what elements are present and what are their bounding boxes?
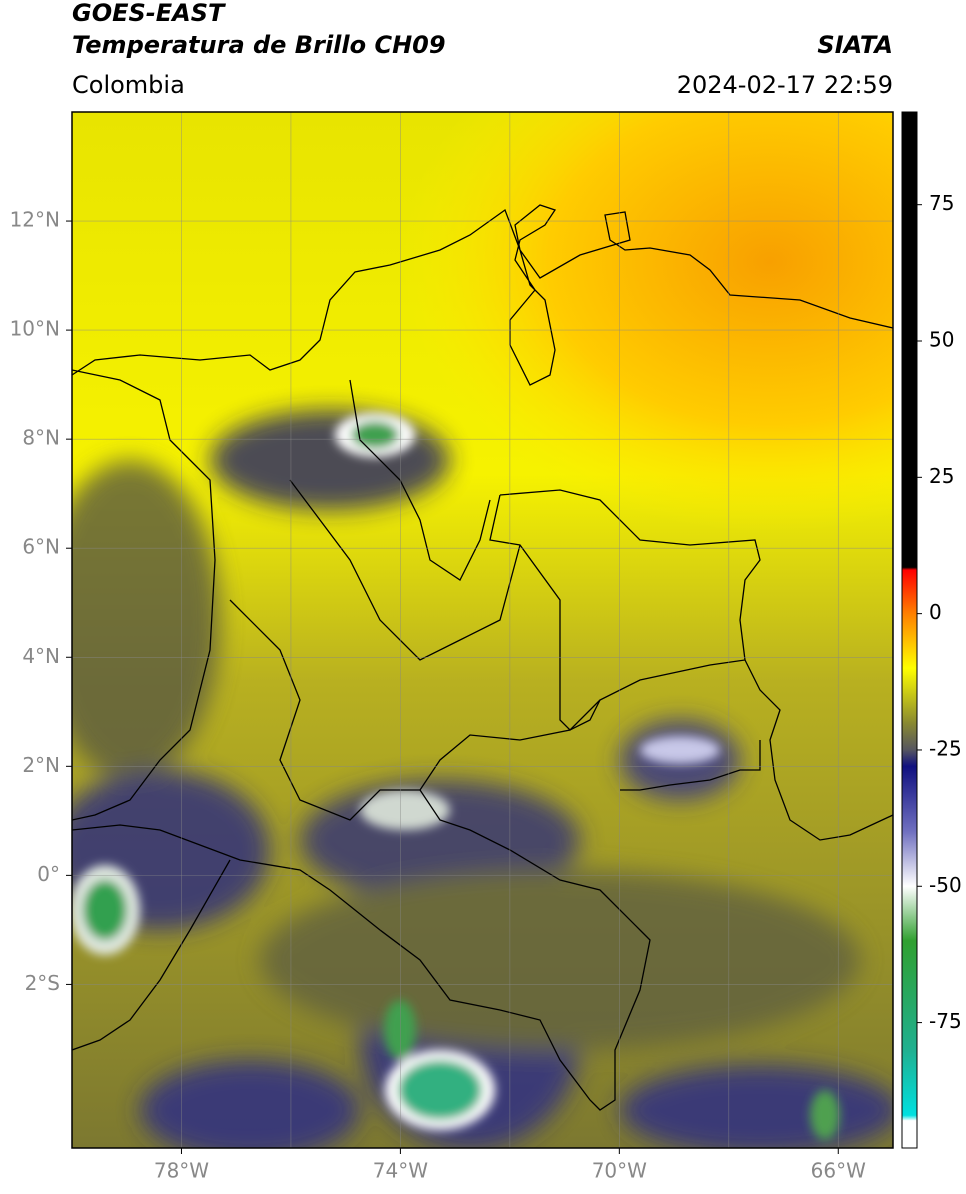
y-tick-label: 0° [37,862,60,886]
title-line: GOES-EAST [72,0,226,27]
x-tick-label: 70°W [592,1159,647,1183]
map-frame [71,111,894,1149]
title-line: Temperatura de Brillo CH09 [72,31,446,59]
x-tick-label: 78°W [154,1159,209,1183]
region: Colombia [72,71,185,99]
colorbar-tick-label: 0 [929,600,942,624]
y-tick-label: 8°N [22,426,60,450]
source: SIATA [817,31,893,59]
x-tick-label: 66°W [811,1159,866,1183]
y-tick-label: 10°N [10,317,60,341]
colorbar-tick-label: -25 [929,736,962,760]
colorbar-tick-label: 25 [929,464,954,488]
y-tick-label: 2°S [25,971,60,995]
y-tick-label: 2°N [22,753,60,777]
colorbar-tick-label: 75 [929,191,954,215]
colorbar-scale [901,111,918,1149]
x-tick-label: 74°W [373,1159,428,1183]
colorbar-tick-label: -50 [929,873,962,897]
coastline [72,204,893,1111]
datetime: 2024-02-17 22:59 [677,71,893,99]
graticule: 78°W 74°W 70°W 66°W 12°N 10°N 8°N 6°N 4°N 2°N 0° 2°… [10,112,893,1183]
y-tick-label: 6°N [22,535,60,559]
y-tick-label: 4°N [22,644,60,668]
colorbar-tick-label: 50 [929,328,954,352]
satellite-image [72,112,893,1148]
y-tick-label: 12°N [10,208,60,232]
colorbar: 75 50 25 0 -25 -50 -75 [901,111,962,1149]
colorbar-tick-label: -75 [929,1009,962,1033]
